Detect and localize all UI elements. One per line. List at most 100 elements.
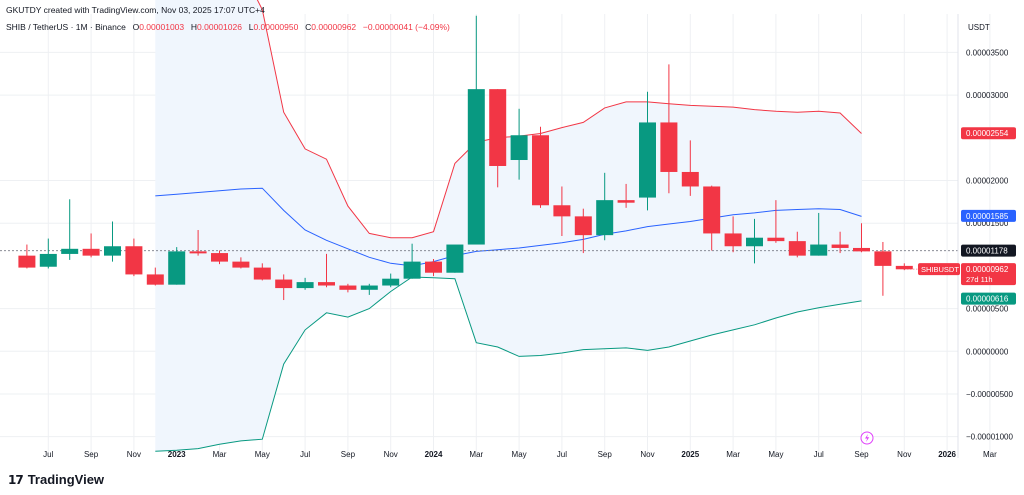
bar-countdown: 27d 11h — [966, 275, 993, 284]
price-tag-label: 0.00002554 — [966, 129, 1009, 138]
price-tag-label: 0.00001585 — [966, 212, 1009, 221]
candle — [788, 231, 806, 258]
candle-body — [639, 122, 656, 198]
bollinger-middle-line — [155, 187, 862, 267]
candle-body — [574, 216, 592, 236]
candle-body — [360, 285, 378, 290]
candle-body — [382, 278, 400, 286]
candle — [810, 212, 828, 256]
legend-ohlc[interactable]: SHIB / TetherUS · 1M · Binance O 0.000010… — [6, 22, 450, 32]
candle-body — [853, 247, 870, 252]
candle — [532, 126, 549, 208]
time-tick-label: Sep — [84, 450, 99, 459]
candle — [510, 108, 528, 180]
time-tick-label: Mar — [726, 450, 740, 459]
candle-body — [104, 246, 121, 256]
candle-body — [746, 237, 763, 247]
last-price-value: 0.00000962 — [966, 265, 1009, 274]
candle — [61, 199, 79, 260]
candle-body — [296, 282, 314, 289]
candle — [168, 247, 186, 285]
time-tick-label: Sep — [341, 450, 356, 459]
brand-name: TradingView — [27, 472, 105, 487]
candle-body — [467, 89, 485, 245]
time-axis[interactable]: Jul Sep Nov 2023 Mar May Jul Sep Nov 2024 Mar May Ju… — [43, 450, 997, 459]
high-value: 0.00001026 — [197, 22, 242, 32]
candle-body — [39, 253, 57, 267]
candle — [275, 274, 293, 301]
candle — [253, 263, 271, 281]
candle — [403, 243, 421, 279]
time-tick-label: 2025 — [681, 450, 699, 459]
candle-body — [189, 251, 207, 254]
close-value: 0.00000962 — [311, 22, 357, 32]
candle — [574, 208, 592, 254]
symbol-tag — [918, 263, 960, 276]
candle-body — [125, 246, 143, 275]
price-tick-label: 0.00000500 — [966, 305, 1009, 314]
candle-body — [211, 253, 228, 262]
candle-body — [232, 261, 250, 268]
price-tick-label: 0.00000000 — [966, 347, 1009, 356]
open-label: O — [132, 22, 140, 32]
candle — [639, 91, 656, 211]
price-tick-label: −0.00001000 — [966, 433, 1013, 442]
candle-body — [18, 255, 36, 268]
candle-body — [318, 282, 335, 286]
candle — [189, 230, 207, 256]
price-tick-label: 0.00003000 — [966, 91, 1009, 100]
low-label: L — [248, 22, 254, 32]
candle — [746, 218, 763, 264]
time-tick-label: Jul — [814, 450, 824, 459]
candle-body — [446, 244, 464, 273]
candle-body — [339, 285, 357, 290]
candle-body — [61, 248, 79, 254]
time-tick-label: Mar — [469, 450, 483, 459]
time-tick-label: Jul — [557, 450, 567, 459]
candle-body — [403, 261, 421, 279]
candle-body — [425, 261, 442, 273]
bollinger-lower-line — [155, 276, 862, 452]
time-tick-label: 2024 — [425, 450, 443, 459]
candle-body — [489, 89, 507, 166]
price-tick-label: −0.00000500 — [966, 390, 1013, 399]
candles — [18, 15, 913, 301]
lightning-icon[interactable] — [860, 431, 874, 445]
candle — [596, 172, 614, 241]
time-tick-label: Jul — [300, 450, 310, 459]
candle — [211, 250, 228, 265]
candle-body — [874, 251, 892, 266]
candle — [660, 64, 678, 194]
candle — [467, 15, 485, 245]
high-label: H — [190, 22, 198, 32]
time-tick-label: May — [512, 450, 527, 459]
symbol-title[interactable]: SHIB / TetherUS · 1M · Binance — [6, 22, 126, 32]
candle-body — [703, 186, 721, 234]
candle — [39, 238, 57, 269]
change-value: −0.00000041 (−4.09%) — [362, 22, 450, 32]
candle-body — [767, 237, 785, 242]
last-price-tag — [961, 263, 1016, 286]
time-tick-label: Mar — [213, 450, 227, 459]
candle-body — [724, 233, 742, 247]
candle — [425, 259, 442, 277]
candle — [125, 238, 143, 277]
candle — [831, 231, 849, 254]
candle — [360, 283, 378, 295]
time-tick-label: Mar — [983, 450, 997, 459]
price-axis[interactable]: 0.00003500 0.00003000 0.00002000 0.00001500… — [966, 48, 1013, 441]
candle — [104, 221, 121, 262]
candle — [82, 233, 100, 258]
tradingview-brand[interactable]: 17 TradingView — [8, 472, 104, 487]
candle — [767, 200, 785, 243]
candle-body — [596, 200, 614, 236]
candle — [232, 257, 250, 269]
price-tick-label: 0.00001500 — [966, 219, 1009, 228]
candle-body — [660, 122, 678, 172]
candle — [895, 263, 913, 271]
candle — [681, 140, 699, 196]
low-value: 0.00000950 — [253, 22, 299, 32]
candle — [146, 267, 164, 286]
candle-body — [617, 200, 635, 203]
